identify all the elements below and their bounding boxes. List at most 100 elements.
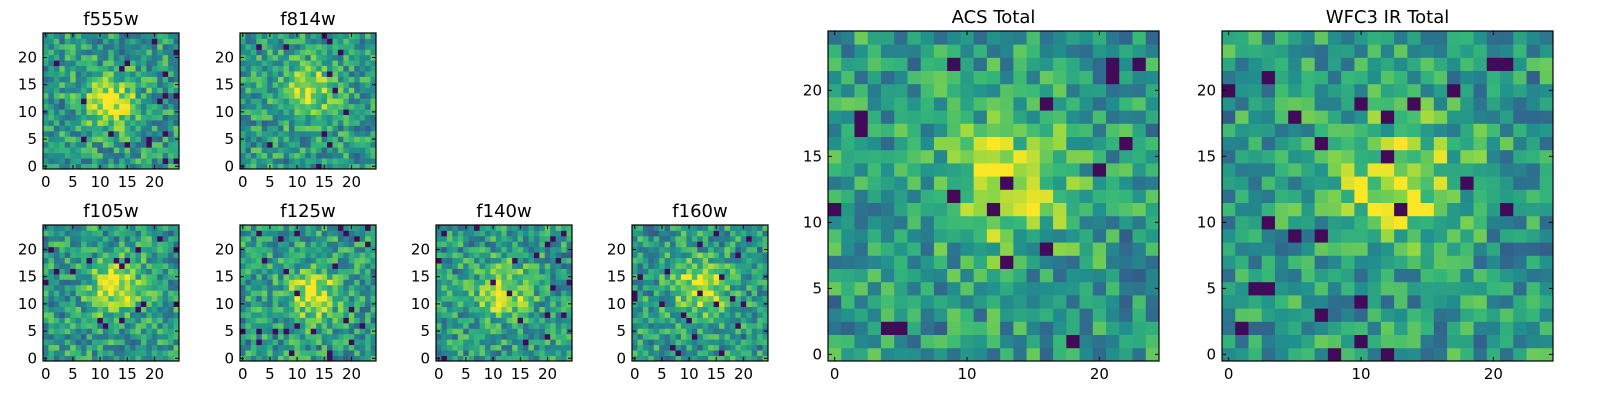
heatmap-cell <box>702 306 709 313</box>
heatmap-cell <box>75 125 82 132</box>
heatmap-cell <box>305 71 312 77</box>
heatmap-cell <box>920 57 935 71</box>
heatmap-cell <box>702 235 709 242</box>
heatmap-cell <box>495 252 502 259</box>
heatmap-cell <box>648 333 655 340</box>
heatmap-cell <box>305 230 312 237</box>
heatmap-cell <box>173 268 180 275</box>
heatmap-cell <box>256 87 263 94</box>
heatmap-cell <box>1513 255 1527 269</box>
heatmap-cell <box>337 263 344 269</box>
heatmap-cell <box>457 339 464 346</box>
heatmap-cell <box>740 246 747 253</box>
heatmap-cell <box>97 109 104 115</box>
heatmap-cell <box>841 70 855 85</box>
heatmap-cell <box>1119 163 1133 177</box>
heatmap-cell <box>1066 202 1080 217</box>
heatmap-cell <box>157 306 164 313</box>
heatmap-cells <box>240 33 377 170</box>
heatmap-cell <box>130 125 136 132</box>
heatmap-cell <box>59 125 66 132</box>
heatmap-cell <box>256 54 263 61</box>
heatmap-cell <box>457 317 464 324</box>
heatmap-cell <box>316 235 322 242</box>
heatmap-cell <box>261 225 268 231</box>
heatmap-cell <box>632 350 638 356</box>
heatmap-cell <box>162 252 169 259</box>
heatmap-cell <box>751 273 758 280</box>
heatmap-cell <box>670 246 676 253</box>
heatmap-cell <box>1288 295 1302 309</box>
heatmap-cell <box>135 263 142 269</box>
heatmap-cell <box>828 189 842 203</box>
heatmap-cell <box>261 263 268 269</box>
heatmap-cell <box>1079 334 1094 349</box>
heatmap-cell <box>64 268 71 275</box>
heatmap-cell <box>637 235 644 242</box>
heatmap-cell <box>441 312 448 318</box>
heatmap-cell <box>337 235 344 242</box>
heatmap-cell <box>1145 242 1160 256</box>
heatmap-cell <box>986 163 1001 177</box>
heatmap-cell <box>321 49 328 56</box>
heatmap-cell <box>986 97 1001 111</box>
heatmap-cells <box>43 225 180 362</box>
heatmap-cell <box>332 33 339 39</box>
heatmap-cell <box>310 152 317 159</box>
heatmap-cell <box>240 114 246 121</box>
heatmap-cell <box>267 263 274 269</box>
heatmap-cell <box>135 241 142 248</box>
heatmap-cell <box>528 344 535 351</box>
heatmap-cell <box>310 235 317 242</box>
heatmap-cell <box>64 71 71 77</box>
heatmap-cell <box>1473 215 1488 230</box>
heatmap-cell <box>680 301 687 307</box>
heatmap-cell <box>305 355 312 362</box>
heatmap-cell <box>267 141 274 148</box>
heatmap-cell <box>495 263 502 269</box>
heatmap-cell <box>294 344 301 351</box>
heatmap-cell <box>124 339 131 346</box>
heatmap-cell <box>299 328 306 335</box>
heatmap-cell <box>550 301 557 307</box>
heatmap-cell <box>113 306 120 313</box>
heatmap-cell <box>48 290 55 297</box>
heatmap-cell <box>119 76 125 83</box>
heatmap-cell <box>1394 347 1408 362</box>
heatmap-cell <box>157 33 164 39</box>
heatmap-cell <box>343 350 350 356</box>
heatmap-cell <box>108 141 115 148</box>
heatmap-cell <box>729 301 736 307</box>
heatmap-cell <box>283 257 290 264</box>
heatmap-cell <box>124 87 131 94</box>
heatmap-cell <box>517 317 524 324</box>
heatmap-cell <box>250 114 257 121</box>
heatmap-cell <box>1145 123 1160 137</box>
heatmap-cell <box>48 103 55 110</box>
heatmap-cell <box>75 54 82 61</box>
heatmap-cell <box>446 225 453 231</box>
heatmap-cell <box>1261 281 1276 296</box>
heatmap-cell <box>457 263 464 269</box>
heatmap-cell <box>278 81 284 88</box>
heatmap-cell <box>146 263 153 269</box>
heatmap-cell <box>880 176 895 190</box>
heatmap-cell <box>686 290 693 297</box>
heatmap-cell <box>343 328 350 335</box>
heatmap-cell <box>947 321 961 335</box>
heatmap-cell <box>162 328 169 335</box>
heatmap-cell <box>316 147 322 154</box>
heatmap-cell <box>256 141 263 148</box>
heatmap-cell <box>240 130 246 137</box>
heatmap-cell <box>305 284 312 291</box>
heatmap-cell <box>659 290 666 297</box>
heatmap-cell <box>327 81 333 88</box>
heatmap-cell <box>702 339 709 346</box>
heatmap-cell <box>250 322 257 329</box>
heatmap-cell <box>1092 70 1107 85</box>
heatmap-cell <box>91 355 98 362</box>
heatmap-cell <box>168 141 174 148</box>
heatmap-cell <box>86 125 93 132</box>
heatmap-cell <box>108 49 115 56</box>
heatmap-cell <box>1222 268 1236 283</box>
